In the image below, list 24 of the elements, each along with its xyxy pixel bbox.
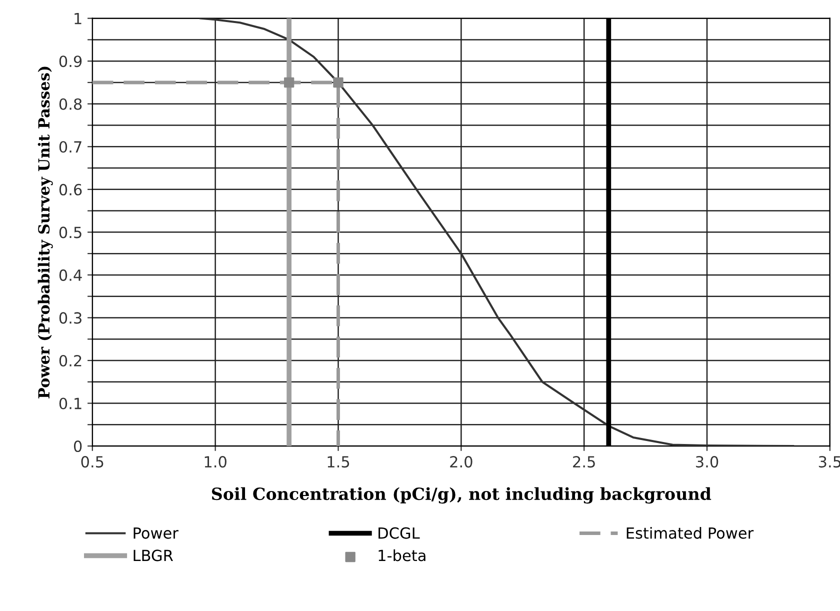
x-axis-title: Soil Concentration (pCi/g), not including background bbox=[212, 487, 712, 504]
legend-label: DCGL bbox=[378, 527, 420, 539]
y-tick-label: 0.3 bbox=[59, 312, 82, 324]
legend-label: Estimated Power bbox=[626, 526, 754, 539]
x-tick-label: 1.0 bbox=[204, 456, 226, 468]
x-tick-label: 1.5 bbox=[328, 456, 350, 468]
y-tick-label: 0 bbox=[74, 440, 82, 452]
y-tick-label: 0.4 bbox=[59, 269, 82, 281]
y-tick-label: 0.8 bbox=[59, 98, 82, 110]
y-axis-title: Power (Probability Survey Unit Passes) bbox=[38, 66, 53, 398]
legend-label: Power bbox=[134, 527, 178, 539]
y-tick-label: 0.9 bbox=[59, 56, 82, 68]
x-tick-label: 2.0 bbox=[450, 456, 472, 468]
x-tick-label: 3.0 bbox=[696, 456, 718, 468]
x-tick-label: 2.5 bbox=[573, 456, 595, 468]
y-tick-label: 0.1 bbox=[59, 398, 82, 410]
y-tick-label: 0.7 bbox=[59, 141, 82, 153]
legend-label: LBGR bbox=[134, 550, 174, 562]
legend-label: 1-beta bbox=[378, 549, 426, 562]
x-tick-label: 0.5 bbox=[81, 456, 104, 468]
y-tick-label: 0.6 bbox=[59, 184, 82, 196]
y-tick-label: 0.2 bbox=[59, 354, 82, 367]
y-tick-label: 0.5 bbox=[59, 226, 82, 238]
y-tick-label: 1 bbox=[74, 12, 82, 24]
